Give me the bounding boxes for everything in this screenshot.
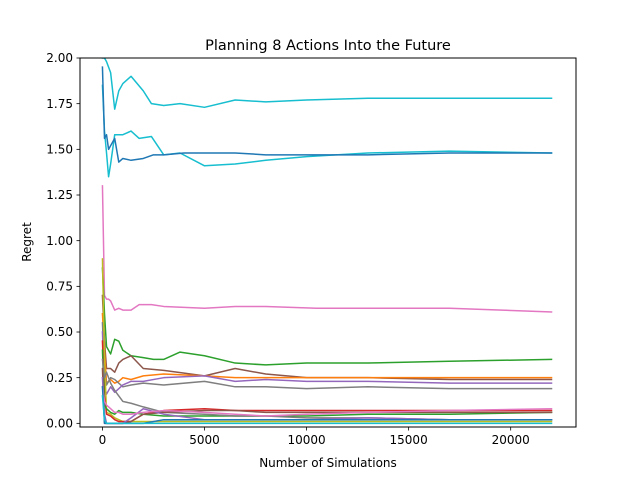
- y-tick-label: 0.75: [46, 280, 73, 294]
- series-line-5: [101, 267, 553, 366]
- y-tick-label: 0.25: [46, 371, 73, 385]
- x-tick-label: 20000: [492, 433, 530, 447]
- x-tick-label: 0: [99, 433, 107, 447]
- y-tick-label: 1.50: [46, 143, 73, 157]
- y-tick-label: 0.00: [46, 417, 73, 431]
- series-line-13: [101, 358, 553, 421]
- y-tick-label: 2.00: [46, 51, 73, 65]
- y-tick-label: 1.75: [46, 97, 73, 111]
- series-line-10: [101, 258, 553, 423]
- series-line-1: [101, 58, 553, 110]
- x-axis-ticks: 0 5000 10000 15000 20000: [99, 427, 530, 447]
- series-layer: [101, 58, 553, 425]
- series-line-18: [101, 395, 553, 425]
- y-tick-label: 1.25: [46, 188, 73, 202]
- series-line-4: [101, 185, 553, 313]
- series-line-2: [101, 84, 553, 178]
- y-axis-label: Regret: [20, 222, 34, 262]
- x-tick-label: 10000: [287, 433, 325, 447]
- x-tick-label: 15000: [390, 433, 428, 447]
- x-axis-label: Number of Simulations: [259, 456, 397, 470]
- chart-title: Planning 8 Actions Into the Future: [205, 38, 451, 54]
- plot-frame: [79, 57, 577, 428]
- y-axis-ticks: 0.00 0.25 0.50 0.75 1.00 1.25 1.50 1.75 2.00: [46, 51, 80, 431]
- series-line-16: [101, 385, 553, 417]
- series-line-3: [101, 66, 553, 163]
- x-tick-label: 5000: [189, 433, 220, 447]
- y-tick-label: 1.00: [46, 234, 73, 248]
- y-tick-label: 0.50: [46, 325, 73, 339]
- series-line-9: [101, 331, 553, 395]
